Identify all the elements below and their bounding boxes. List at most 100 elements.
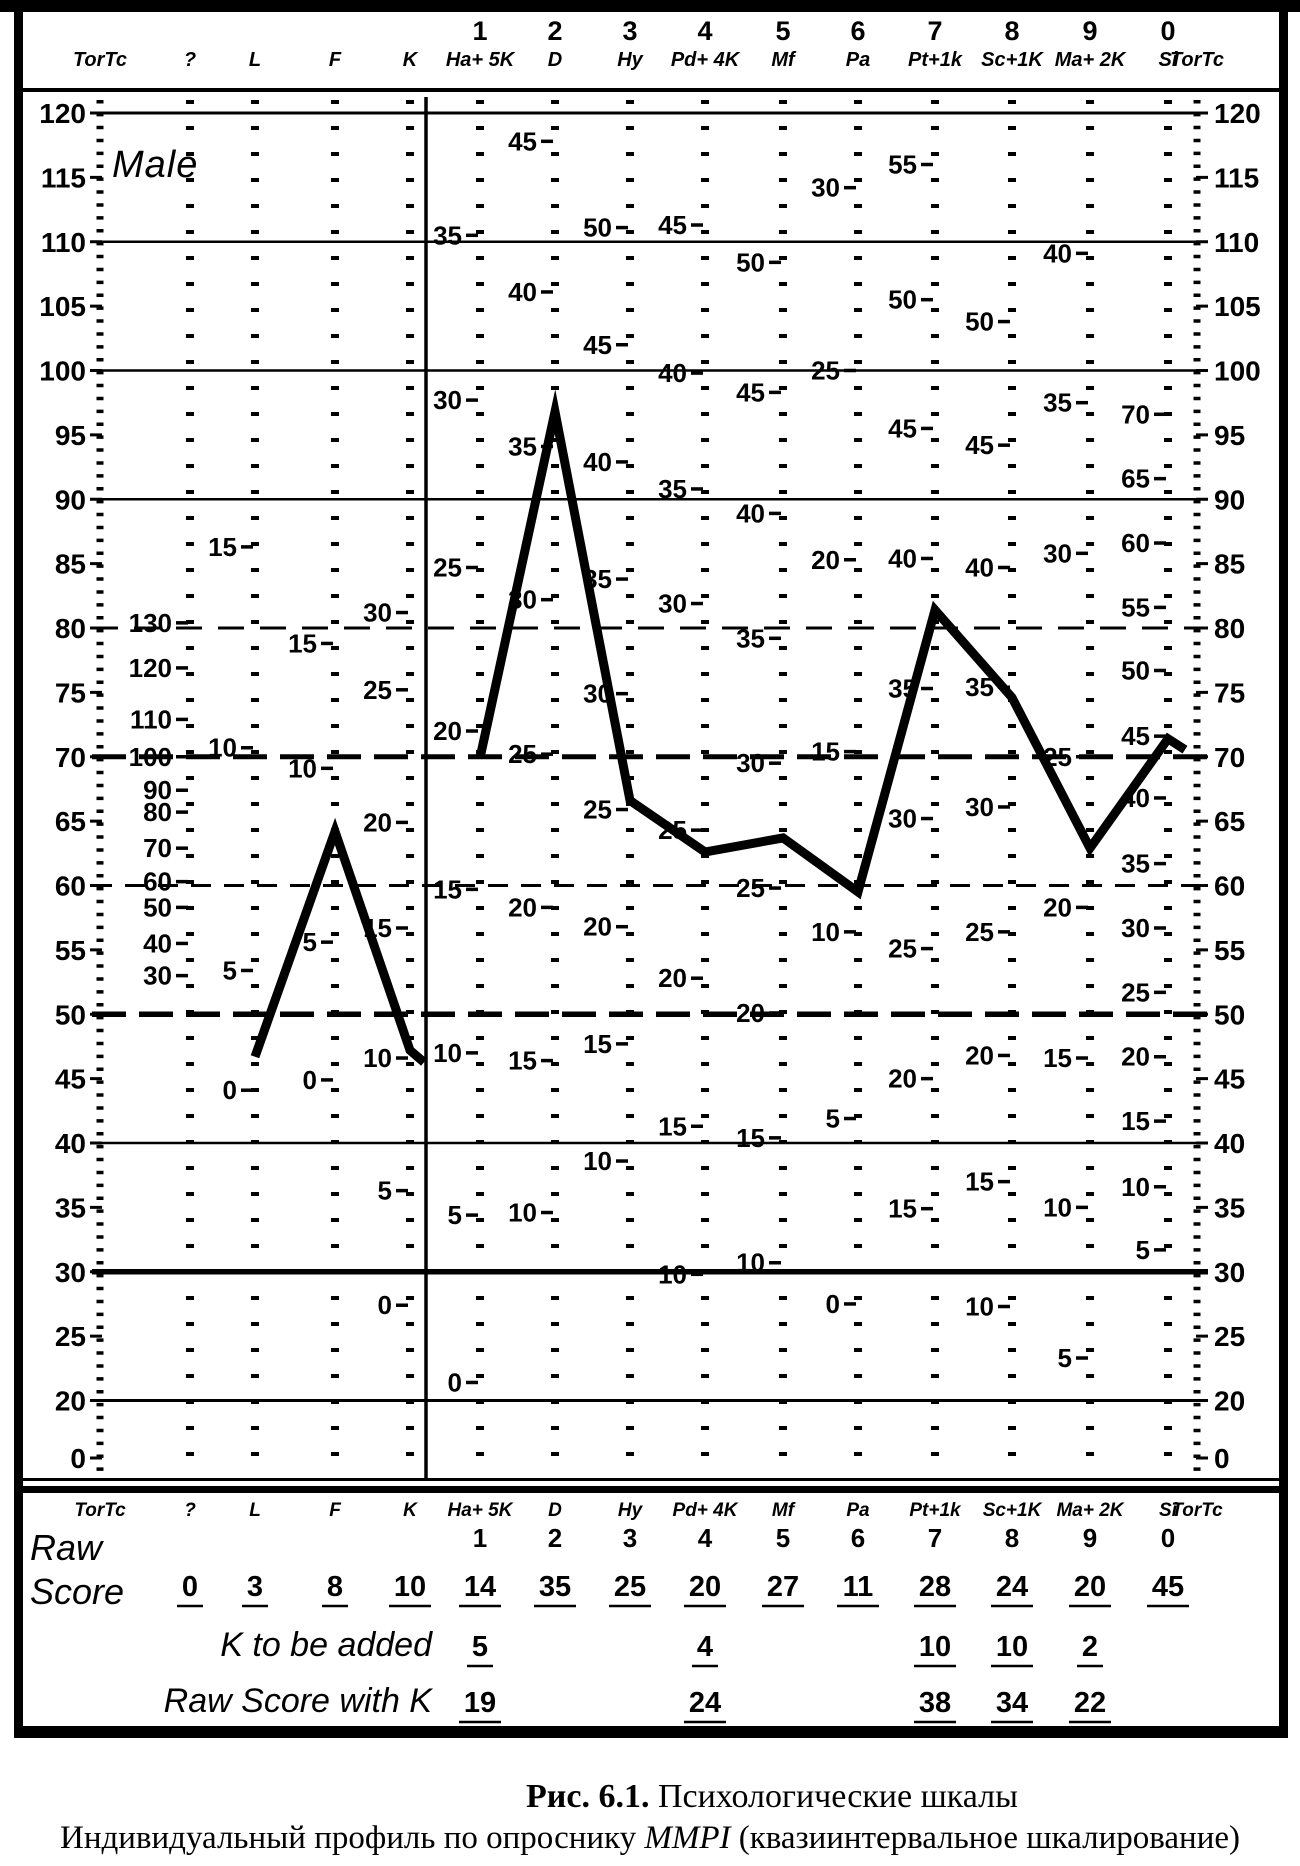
k-added-sc: 10 <box>996 1631 1028 1663</box>
column-footer-pt: Pt+1k <box>909 1500 962 1521</box>
tick-label-q-40: 40 <box>143 928 172 958</box>
column-footer-f: F <box>329 1500 342 1521</box>
column-header-d: D <box>548 49 562 71</box>
t-axis-left-30: 30 <box>55 1257 86 1288</box>
tick-label-si-55: 55 <box>1121 592 1150 622</box>
column-footer-tortc_r: TorTc <box>1171 1500 1223 1521</box>
gender-label: Male <box>112 144 199 186</box>
column-footer-si: Si <box>1159 1500 1178 1521</box>
tick-label-hy-45: 45 <box>583 330 612 360</box>
t-axis-left-0: 0 <box>70 1443 86 1474</box>
tick-label-q-120: 120 <box>129 653 172 683</box>
column-header-hy: Hy <box>617 49 643 71</box>
raw-with-k-pt: 38 <box>919 1687 951 1719</box>
tick-label-hy-10: 10 <box>583 1146 612 1176</box>
raw-with-k-pd: 24 <box>689 1687 721 1719</box>
tick-label-sc-40: 40 <box>965 552 994 582</box>
tick-label-ha-5: 5 <box>448 1200 462 1230</box>
tick-label-hy-40: 40 <box>583 447 612 477</box>
t-axis-left-95: 95 <box>55 420 86 451</box>
figure-title: Психологические шкалы <box>649 1778 1018 1815</box>
column-number-bottom-hy: 3 <box>623 1523 637 1553</box>
tick-label-sc-50: 50 <box>965 307 994 337</box>
t-axis-left-100: 100 <box>39 356 86 387</box>
column-header-pd: Pd+ 4K <box>671 49 741 71</box>
tick-label-f-15: 15 <box>288 628 317 658</box>
t-axis-right-85: 85 <box>1214 549 1245 580</box>
t-axis-right-95: 95 <box>1214 420 1245 451</box>
t-axis-left-110: 110 <box>41 227 86 258</box>
caption-mmpi: MMPI <box>644 1820 731 1856</box>
t-axis-right-20: 20 <box>1214 1386 1245 1417</box>
outer-border-right <box>1279 4 1288 1738</box>
column-number-top-ma: 9 <box>1082 16 1097 46</box>
tick-label-pt-30: 30 <box>888 804 917 834</box>
tick-label-d-10: 10 <box>508 1198 537 1228</box>
tick-label-k-25: 25 <box>363 675 392 705</box>
column-number-bottom-si: 0 <box>1161 1523 1175 1553</box>
tick-label-si-60: 60 <box>1121 528 1150 558</box>
tick-label-pt-45: 45 <box>888 413 917 443</box>
raw-with-k-ma: 22 <box>1074 1687 1106 1719</box>
k-added-label: K to be added <box>220 1626 433 1664</box>
tick-label-si-25: 25 <box>1121 977 1150 1007</box>
tick-label-ha-25: 25 <box>433 552 462 582</box>
column-number-top-sc: 8 <box>1004 16 1019 46</box>
tick-label-d-35: 35 <box>508 431 537 461</box>
tick-label-pd-10: 10 <box>658 1259 687 1289</box>
tick-label-pd-45: 45 <box>658 210 687 240</box>
raw-score-mf: 27 <box>767 1571 799 1603</box>
tick-label-pd-35: 35 <box>658 474 687 504</box>
tick-label-d-15: 15 <box>508 1046 537 1076</box>
raw-score-l: 3 <box>247 1571 263 1603</box>
tick-label-pd-20: 20 <box>658 963 687 993</box>
tick-label-ma-10: 10 <box>1043 1192 1072 1222</box>
tick-label-sc-30: 30 <box>965 792 994 822</box>
column-header-tortc_l: TorTc <box>73 49 127 71</box>
tick-label-sc-25: 25 <box>965 917 994 947</box>
tick-label-hy-50: 50 <box>583 213 612 243</box>
column-footer-mf: Mf <box>772 1500 796 1521</box>
tick-label-ma-5: 5 <box>1058 1343 1072 1373</box>
tick-label-mf-40: 40 <box>736 498 765 528</box>
t-axis-right-30: 30 <box>1214 1257 1245 1288</box>
column-number-bottom-d: 2 <box>548 1523 562 1553</box>
t-axis-right-60: 60 <box>1214 871 1245 902</box>
mmpi-profile-sheet: TorTc TorTc?? 130 120 110 100 90 80 70 60 50 40 30 L L… <box>0 0 1300 1738</box>
raw-score-q: 0 <box>182 1571 198 1603</box>
tick-label-ma-15: 15 <box>1043 1043 1072 1073</box>
t-axis-left-60: 60 <box>55 871 86 902</box>
tick-label-si-30: 30 <box>1121 913 1150 943</box>
tick-label-d-40: 40 <box>508 277 537 307</box>
tick-label-q-100: 100 <box>129 742 172 772</box>
column-footer-sc: Sc+1K <box>983 1500 1043 1521</box>
tick-label-pd-15: 15 <box>658 1111 687 1141</box>
caption-line-1: Рис. 6.1. Психологические шкалы <box>242 1778 1300 1816</box>
column-number-top-mf: 5 <box>775 16 790 46</box>
tick-label-si-5: 5 <box>1136 1235 1150 1265</box>
raw-score-label-2: Score <box>30 1571 124 1612</box>
t-axis-left-45: 45 <box>55 1064 86 1095</box>
column-header-sc: Sc+1K <box>981 49 1044 71</box>
column-header-q: ? <box>184 49 196 71</box>
tick-label-si-15: 15 <box>1121 1106 1150 1136</box>
t-axis-right-55: 55 <box>1214 935 1245 966</box>
column-header-f: F <box>329 49 342 71</box>
column-number-bottom-ha: 1 <box>473 1523 487 1553</box>
tick-label-k-20: 20 <box>363 807 392 837</box>
tick-label-ha-15: 15 <box>433 874 462 904</box>
column-footer-d: D <box>548 1500 562 1521</box>
column-number-bottom-mf: 5 <box>776 1523 790 1553</box>
raw-score-hy: 25 <box>614 1571 646 1603</box>
tick-label-sc-10: 10 <box>965 1292 994 1322</box>
tick-label-d-25: 25 <box>508 739 537 769</box>
tick-label-pa-25: 25 <box>811 356 840 386</box>
raw-score-pa: 11 <box>843 1571 874 1603</box>
tick-label-pa-15: 15 <box>811 737 840 767</box>
tick-label-pt-40: 40 <box>888 543 917 573</box>
tick-label-l-0: 0 <box>223 1075 237 1105</box>
column-footer-ha: Ha+ 5K <box>448 1500 514 1521</box>
t-axis-left-65: 65 <box>55 806 86 837</box>
t-axis-right-70: 70 <box>1214 742 1245 773</box>
column-header-pa: Pa <box>846 49 870 71</box>
